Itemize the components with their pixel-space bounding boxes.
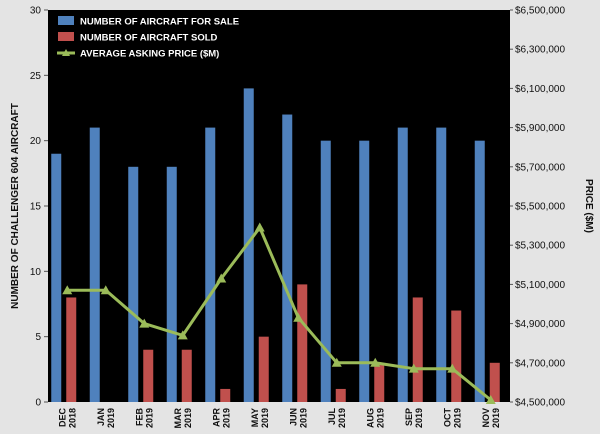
right-tick-label: $6,500,000 <box>515 6 565 17</box>
category-year: 2019 <box>414 408 424 428</box>
right-tick-label: $4,900,000 <box>515 319 565 330</box>
category-year: 2019 <box>260 408 270 428</box>
bar-sold <box>374 363 384 402</box>
bar-sold <box>336 389 346 402</box>
bar-for-sale <box>205 128 215 402</box>
category-year: 2019 <box>183 408 193 428</box>
category-month: FEB <box>134 407 144 426</box>
left-tick-label: 0 <box>35 398 41 409</box>
category-label: JUN 2019 <box>288 408 308 428</box>
category-month: NOV <box>481 408 491 428</box>
bar-for-sale <box>475 141 485 402</box>
category-label: MAY 2019 <box>250 408 270 428</box>
right-axis-title: PRICE ($M) <box>583 179 594 233</box>
bar-sold <box>66 297 76 402</box>
right-tick-label: $5,900,000 <box>515 123 565 134</box>
bar-sold <box>259 337 269 402</box>
left-axis-title: NUMBER OF CHALLENGER 604 AIRCRAFT <box>10 103 21 309</box>
category-month: MAY <box>250 408 260 427</box>
bar-for-sale <box>398 128 408 402</box>
bar-sold <box>297 284 307 402</box>
bar-sold <box>451 311 461 402</box>
bar-sold <box>143 350 153 402</box>
category-year: 2019 <box>337 408 347 428</box>
category-year: 2019 <box>375 408 385 428</box>
category-month: JAN <box>96 408 106 426</box>
legend-item-sold: NUMBER OF AIRCRAFT SOLD <box>58 32 218 44</box>
right-tick-label: $6,300,000 <box>515 45 565 56</box>
category-year: 2019 <box>298 408 308 428</box>
right-tick-label: $5,700,000 <box>515 162 565 173</box>
legend: NUMBER OF AIRCRAFT FOR SALE NUMBER OF AIR… <box>57 16 239 60</box>
category-label: JAN 2019 <box>96 408 116 428</box>
right-tick-label: $5,500,000 <box>515 202 565 213</box>
category-month: DEC <box>57 408 67 428</box>
category-year: 2019 <box>106 408 116 428</box>
category-label: FEB 2019 <box>134 407 154 428</box>
right-tick-label: $4,500,000 <box>515 398 565 409</box>
left-tick-label: 25 <box>30 71 42 82</box>
category-month: APR <box>211 408 221 428</box>
category-year: 2019 <box>144 408 154 428</box>
legend-label: AVERAGE ASKING PRICE ($M) <box>80 49 219 60</box>
left-tick-label: 10 <box>30 267 42 278</box>
bar-sold <box>413 297 423 402</box>
category-month: JUL <box>327 408 337 426</box>
bar-for-sale <box>167 167 177 402</box>
category-month: JUN <box>288 408 298 426</box>
bar-for-sale <box>128 167 138 402</box>
category-month: OCT <box>442 408 452 428</box>
category-year: 2019 <box>491 408 501 428</box>
legend-label: NUMBER OF AIRCRAFT SOLD <box>80 33 218 44</box>
category-label: NOV 2019 <box>481 408 501 428</box>
category-label: JUL 2019 <box>327 408 347 429</box>
left-tick-label: 30 <box>30 6 42 17</box>
category-year: 2018 <box>67 408 77 428</box>
legend-swatch <box>58 16 74 25</box>
legend-label: NUMBER OF AIRCRAFT FOR SALE <box>80 17 239 28</box>
bar-for-sale <box>436 128 446 402</box>
legend-swatch <box>58 32 74 41</box>
category-month: MAR <box>173 408 183 429</box>
category-label: SEP 2019 <box>404 408 424 428</box>
category-label: MAR 2019 <box>173 408 193 429</box>
right-tick-label: $5,300,000 <box>515 241 565 252</box>
category-year: 2019 <box>452 408 462 428</box>
bar-sold <box>182 350 192 402</box>
category-label: AUG 2019 <box>365 408 385 428</box>
right-tick-label: $4,700,000 <box>515 358 565 369</box>
bar-for-sale <box>321 141 331 402</box>
left-tick-label: 15 <box>30 202 42 213</box>
category-month: SEP <box>404 408 414 426</box>
category-year: 2019 <box>221 408 231 428</box>
category-label: APR 2019 <box>211 408 231 429</box>
left-tick-label: 20 <box>30 136 42 147</box>
right-tick-label: $6,100,000 <box>515 84 565 95</box>
bar-for-sale <box>282 115 292 402</box>
category-label: OCT 2019 <box>442 408 462 429</box>
left-tick-label: 5 <box>35 332 41 343</box>
category-month: AUG <box>365 408 375 428</box>
bar-sold <box>220 389 230 402</box>
legend-item-for-sale: NUMBER OF AIRCRAFT FOR SALE <box>58 16 239 28</box>
bar-for-sale <box>51 154 61 402</box>
category-label: DEC 2018 <box>57 408 77 429</box>
bar-for-sale <box>90 128 100 402</box>
legend-item-price: AVERAGE ASKING PRICE ($M) <box>57 49 219 60</box>
right-tick-label: $5,100,000 <box>515 280 565 291</box>
